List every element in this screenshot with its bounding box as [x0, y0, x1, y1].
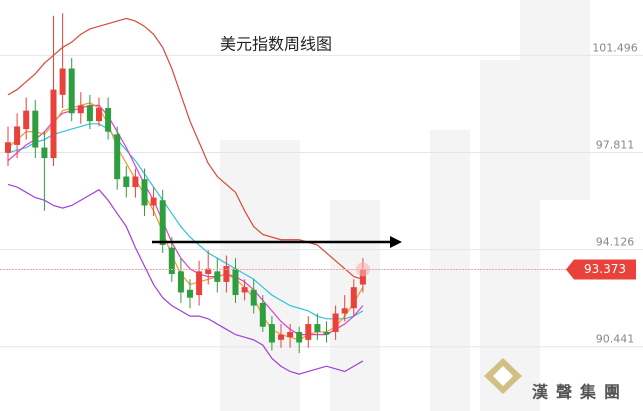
- candle-body: [314, 324, 321, 332]
- chart-title: 美元指数周线图: [220, 35, 332, 54]
- candle-body: [205, 268, 212, 274]
- candle-body: [59, 68, 66, 95]
- candle-body: [114, 134, 121, 180]
- candle-body: [23, 110, 30, 130]
- candle-body: [305, 324, 312, 340]
- candle-body: [259, 302, 266, 327]
- candle-body: [159, 200, 166, 246]
- candle-body: [14, 126, 21, 145]
- background-pattern: [220, 0, 590, 411]
- indicator-line: [7, 183, 364, 375]
- candle-body: [250, 289, 257, 306]
- candle-body: [278, 334, 284, 340]
- candle-body: [177, 271, 184, 293]
- candle-body: [68, 68, 75, 114]
- candle-body: [350, 287, 357, 309]
- candle-body: [86, 105, 93, 122]
- candle-body: [105, 108, 112, 132]
- candle-body: [341, 308, 348, 314]
- candle-body: [50, 89, 57, 159]
- candle-body: [296, 331, 303, 343]
- candle-body: [5, 142, 11, 153]
- candle-body: [41, 147, 48, 159]
- candle-body: [168, 247, 175, 274]
- candle-body: [187, 289, 193, 298]
- candle-body: [96, 108, 102, 122]
- candle-body: [268, 324, 275, 343]
- candle-body: [332, 313, 339, 332]
- indicator-line: [7, 17, 364, 280]
- candle-body: [287, 331, 294, 338]
- candle-body: [241, 287, 248, 293]
- indicator-line: [7, 104, 364, 336]
- watermark: 漢聲集團: [484, 358, 628, 402]
- candle-body: [77, 105, 84, 114]
- annotation-arrowhead: [390, 236, 402, 248]
- y-tick-label: 101.496: [592, 41, 638, 54]
- candle-body: [132, 176, 139, 188]
- candle-body: [150, 197, 157, 206]
- candle-body: [323, 331, 330, 335]
- last-price-label: 93.373: [584, 262, 626, 276]
- y-tick-label: 90.441: [596, 333, 635, 346]
- candle-body: [223, 266, 230, 282]
- watermark-text: 漢聲集團: [532, 383, 628, 402]
- last-price-glow: [355, 262, 370, 277]
- y-tick-label: 97.811: [596, 139, 635, 152]
- candle-body: [123, 176, 130, 188]
- candle-body: [232, 268, 239, 296]
- candle-body: [32, 110, 39, 148]
- indicator-line: [7, 123, 364, 320]
- candle-body: [196, 271, 203, 296]
- candle-body: [359, 269, 366, 285]
- y-tick-label: 94.126: [596, 236, 635, 249]
- last-price-tag: [566, 259, 636, 280]
- candle-body: [141, 179, 148, 206]
- indicator-line: [7, 102, 364, 341]
- candle-body: [214, 271, 221, 282]
